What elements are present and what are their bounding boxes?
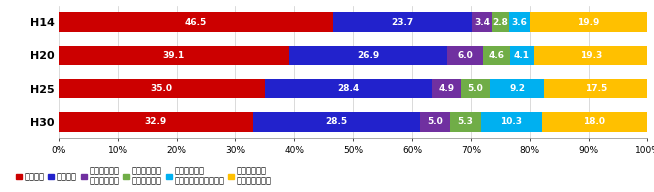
Bar (289, 46, 447, 65)
Text: 19.3: 19.3 (579, 51, 602, 60)
Text: 10.3: 10.3 (500, 117, 522, 126)
Text: 28.5: 28.5 (325, 117, 347, 126)
Text: 2.8: 2.8 (492, 18, 508, 27)
Bar (59, 46, 289, 65)
Text: 9.2: 9.2 (509, 84, 525, 93)
Bar (59, 12, 333, 32)
Bar (509, 12, 530, 32)
Bar (432, 79, 461, 98)
Text: 6.0: 6.0 (457, 51, 473, 60)
Text: 23.7: 23.7 (391, 18, 413, 27)
Bar (483, 46, 509, 65)
Bar (461, 79, 490, 98)
Text: 4.1: 4.1 (514, 51, 530, 60)
Bar (59, 79, 265, 98)
Text: 32.9: 32.9 (145, 117, 167, 126)
Bar (252, 112, 421, 132)
Text: 5.0: 5.0 (427, 117, 443, 126)
Text: 19.9: 19.9 (577, 18, 600, 27)
Text: 28.4: 28.4 (337, 84, 360, 93)
Text: 35.0: 35.0 (151, 84, 173, 93)
Text: 5.3: 5.3 (457, 117, 473, 126)
Text: 46.5: 46.5 (184, 18, 207, 27)
Bar (265, 79, 432, 98)
Text: 4.6: 4.6 (488, 51, 504, 60)
Bar (530, 12, 647, 32)
Text: 39.1: 39.1 (163, 51, 185, 60)
Bar (544, 79, 647, 98)
Bar (450, 112, 481, 132)
Bar (447, 46, 483, 65)
Legend: 研究活動, 教育活動, 社会服務活动
（研究相关）, 社会服務活动
（教育相关）, 社会服務活动
（其他：医療活动等）, 其他工作活动
（校内事務等）: 研究活動, 教育活動, 社会服務活动 （研究相关）, 社会服務活动 （教育相关）… (16, 166, 272, 186)
Bar (472, 12, 492, 32)
Bar (59, 112, 252, 132)
Bar (534, 46, 647, 65)
Bar (333, 12, 472, 32)
Bar (421, 112, 450, 132)
Text: 17.5: 17.5 (585, 84, 607, 93)
Bar (481, 112, 542, 132)
Text: 3.4: 3.4 (474, 18, 490, 27)
Text: 5.0: 5.0 (468, 84, 483, 93)
Bar (509, 46, 534, 65)
Text: 18.0: 18.0 (583, 117, 606, 126)
Bar (490, 79, 544, 98)
Bar (492, 12, 509, 32)
Text: 4.9: 4.9 (438, 84, 455, 93)
Text: 26.9: 26.9 (357, 51, 379, 60)
Bar (542, 112, 647, 132)
Text: 3.6: 3.6 (511, 18, 527, 27)
